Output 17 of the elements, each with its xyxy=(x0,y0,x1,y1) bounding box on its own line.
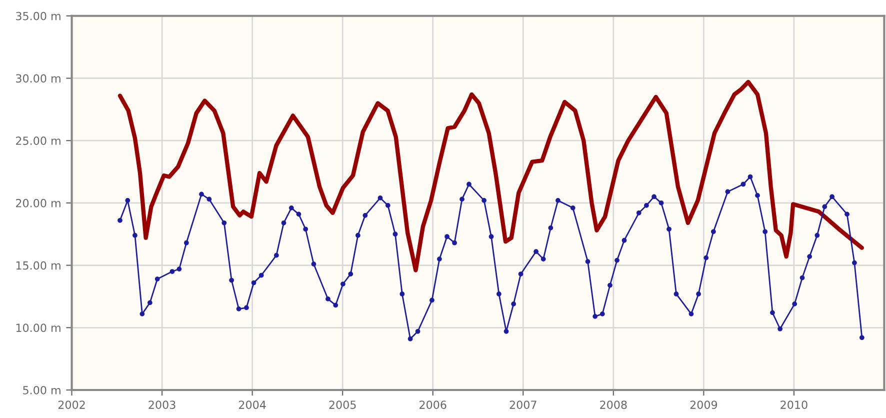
y-tick-label: 5.00 m xyxy=(23,386,60,394)
y-tick-label: 15.00 m xyxy=(16,261,60,270)
line-series xyxy=(118,80,864,272)
x-tick-label: 2006 xyxy=(420,400,446,410)
x-tick-label: 2007 xyxy=(510,400,536,410)
y-tick-label: 25.00 m xyxy=(16,136,60,145)
x-tick-label: 2008 xyxy=(600,400,627,410)
y-tick-label: 10.00 m xyxy=(16,324,60,332)
x-tick-label: 2002 xyxy=(58,400,85,410)
x-tick-label: 2010 xyxy=(780,400,808,410)
x-tick-label: 2005 xyxy=(329,400,356,410)
y-tick-label: 35.00 m xyxy=(16,12,60,20)
x-tick-label: 2004 xyxy=(238,400,266,410)
x-tick-label: 2009 xyxy=(690,400,718,410)
y-tick-label: 30.00 m xyxy=(16,74,60,83)
x-tick-label: 2003 xyxy=(148,400,176,410)
y-tick-label: 20.00 m xyxy=(16,198,60,208)
